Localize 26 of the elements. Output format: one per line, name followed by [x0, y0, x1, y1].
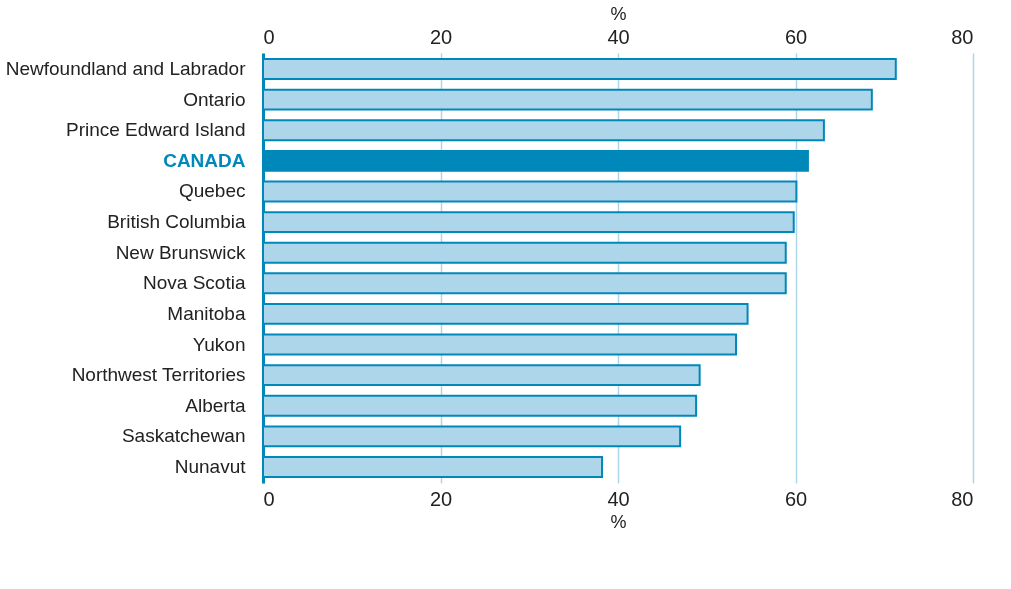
y-tick-label: Ontario: [183, 88, 246, 110]
y-tick-label: Quebec: [178, 180, 246, 202]
x2-tick-label: 40: [607, 25, 630, 48]
y-tick-label: Nova Scotia: [143, 272, 246, 294]
y-tick-label: Northwest Territories: [71, 364, 246, 386]
x2-tick-label: 60: [784, 25, 808, 48]
y-tick-label: Yukon: [192, 333, 246, 355]
x-tick-label: 60: [784, 487, 808, 510]
x-tick-label: 20: [429, 487, 453, 510]
x2-tick-label: 20: [429, 25, 453, 48]
x-tick-label: 0: [263, 487, 275, 510]
x-tick-label: 80: [951, 487, 974, 510]
y-tick-label: New Brunswick: [115, 241, 246, 263]
y-tick-label: Prince Edward Island: [65, 119, 246, 141]
x2-axis-title: %: [610, 3, 627, 24]
y-tick-label: Newfoundland and Labrador: [5, 58, 247, 80]
y-tick-label: Nunavut: [174, 455, 247, 477]
x-axis-title: %: [610, 511, 627, 532]
x2-tick-label: 0: [263, 25, 275, 48]
y-tick-label: Manitoba: [167, 302, 246, 324]
x-tick-label: 40: [607, 487, 630, 510]
x2-tick-label: 80: [951, 25, 974, 48]
y-tick-label: Alberta: [185, 394, 246, 416]
y-tick-label: CANADA: [163, 149, 246, 171]
y-tick-label: British Columbia: [107, 211, 246, 233]
y-tick-label: Saskatchewan: [121, 425, 246, 447]
